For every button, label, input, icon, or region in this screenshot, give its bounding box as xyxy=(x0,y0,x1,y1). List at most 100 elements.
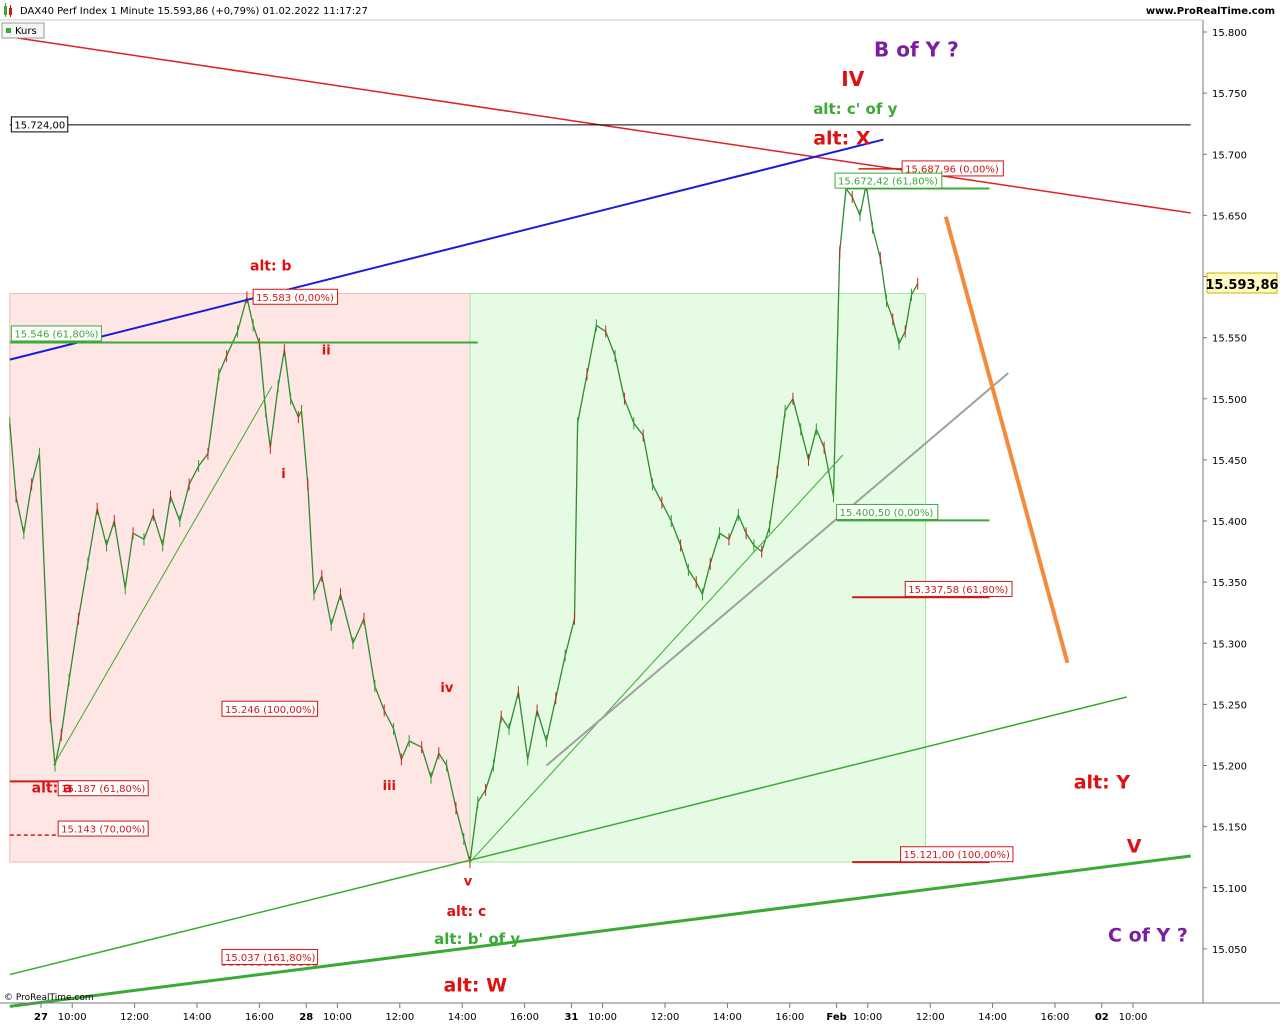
series-tag-label: Kurs xyxy=(15,26,37,37)
y-tick-label: 15.100 xyxy=(1212,884,1247,895)
label-alt-c-prime-of-y: alt: c' of y xyxy=(813,100,897,118)
green-trend-1 xyxy=(53,386,273,766)
label-b-of-y: B of Y ? xyxy=(874,37,959,61)
y-tick-label: 15.550 xyxy=(1212,334,1247,345)
green-zone xyxy=(469,293,927,863)
site-label: www.ProRealTime.com xyxy=(1146,6,1275,17)
x-tick-label: 12:00 xyxy=(916,1012,945,1023)
footer-credit: © ProRealTime.com xyxy=(4,993,94,1003)
x-tick-label: 16:00 xyxy=(245,1012,274,1023)
level-tags-layer: 15.724,00 15.583 (0,00%) 15.546 (61,80%) 15… xyxy=(10,116,1014,965)
label-iv-small: iv xyxy=(440,681,453,696)
x-tick-label: Feb xyxy=(826,1012,846,1023)
y-tick-label: 15.500 xyxy=(1212,395,1247,406)
y-tick-label: 15.650 xyxy=(1212,211,1247,222)
tag-15688: 15.687,96 (0,00%) xyxy=(901,160,1004,177)
series-tag[interactable]: Kurs xyxy=(1,22,45,39)
tag-15121-text: 15.121,00 (100,00%) xyxy=(904,850,1010,861)
tag-15143: 15.143 (70,00%) xyxy=(57,820,149,837)
label-v-big: V xyxy=(1127,835,1142,857)
label-c-of-y: C of Y ? xyxy=(1108,925,1188,947)
x-tick-label: 28 xyxy=(299,1012,313,1023)
price-layer xyxy=(9,178,919,869)
zones-layer xyxy=(9,293,927,863)
label-alt-c: alt: c xyxy=(447,904,487,920)
tag-15121: 15.121,00 (100,00%) xyxy=(900,846,1014,863)
tag-15546: 15.546 (61,80%) xyxy=(10,325,102,342)
tag-15724: 15.724,00 xyxy=(10,116,69,133)
tag-15546-text: 15.546 (61,80%) xyxy=(14,329,98,340)
tag-15337-text: 15.337,58 (61,80%) xyxy=(908,585,1008,596)
tag-15337: 15.337,58 (61,80%) xyxy=(904,580,1013,597)
x-tick-label: 10:00 xyxy=(588,1012,617,1023)
label-alt-b-prime-of-y: alt: b' of y xyxy=(434,930,520,948)
label-iii: iii xyxy=(383,779,396,794)
x-tick-label: 16:00 xyxy=(510,1012,539,1023)
y-tick-label: 15.400 xyxy=(1212,517,1247,528)
tag-15688-text: 15.687,96 (0,00%) xyxy=(905,164,999,175)
y-tick-label: 15.200 xyxy=(1212,762,1247,773)
candle-icon xyxy=(4,3,12,17)
orange-projection xyxy=(943,216,1070,664)
y-tick-label: 15.250 xyxy=(1212,700,1247,711)
tag-15672: 15.672,42 (61,80%) xyxy=(834,172,943,189)
tag-15724-text: 15.724,00 xyxy=(14,120,65,131)
series-swatch-icon xyxy=(6,28,11,33)
tag-15246-text: 15.246 (100,00%) xyxy=(225,705,316,716)
tag-15400-text: 15.400,50 (0,00%) xyxy=(840,508,934,519)
tag-15400: 15.400,50 (0,00%) xyxy=(836,503,939,520)
label-i: i xyxy=(281,467,285,482)
label-alt-a: alt: a xyxy=(32,780,73,796)
x-tick-label: 16:00 xyxy=(775,1012,804,1023)
price-series-segment-1 xyxy=(9,184,919,863)
tag-15583: 15.583 (0,00%) xyxy=(252,288,339,305)
x-tick-label: 14:00 xyxy=(183,1012,212,1023)
green-trend-2 xyxy=(469,454,844,863)
x-tick-label: 14:00 xyxy=(448,1012,477,1023)
last-value-box: 15.593,86 xyxy=(1205,272,1279,294)
y-tick-label: 15.300 xyxy=(1212,639,1247,650)
tag-15246: 15.246 (100,00%) xyxy=(221,700,319,717)
y-tick-label: 15.350 xyxy=(1212,578,1247,589)
x-tick-label: 10:00 xyxy=(853,1012,882,1023)
tag-15037-text: 15.037 (161,80%) xyxy=(225,953,316,964)
tag-15143-text: 15.143 (70,00%) xyxy=(61,825,145,836)
label-alt-w: alt: W xyxy=(443,975,507,997)
x-tick-label: 10:00 xyxy=(58,1012,87,1023)
x-tick-label: 10:00 xyxy=(1119,1012,1148,1023)
y-tick-label: 15.750 xyxy=(1212,89,1247,100)
chart-title: DAX40 Perf Index 1 Minute 15.593,86 (+0,… xyxy=(20,6,368,17)
tag-15187-text: 15.187 (61,80%) xyxy=(61,784,145,795)
x-tick-label: 14:00 xyxy=(713,1012,742,1023)
x-tick-label: 14:00 xyxy=(978,1012,1007,1023)
tag-15037: 15.037 (161,80%) xyxy=(221,948,319,965)
green-upper-support xyxy=(9,696,1127,976)
header-bar xyxy=(0,0,1280,20)
x-tick-label: 12:00 xyxy=(651,1012,680,1023)
x-tick-label: 31 xyxy=(564,1012,578,1023)
red-zone xyxy=(9,293,471,863)
label-v-small: v xyxy=(464,874,473,889)
x-tick-label: 12:00 xyxy=(120,1012,149,1023)
tag-15187: 15.187 (61,80%) xyxy=(57,780,149,797)
label-alt-y: alt: Y xyxy=(1074,772,1131,794)
x-tick-label: 16:00 xyxy=(1041,1012,1070,1023)
label-alt-x: alt: X xyxy=(813,127,871,149)
last-value-label: 15.593,86 xyxy=(1205,278,1278,293)
blue-trend-line xyxy=(9,138,884,361)
y-tick-label: 15.150 xyxy=(1212,823,1247,834)
tag-15672-text: 15.672,42 (61,80%) xyxy=(838,177,938,188)
x-tick-label: 12:00 xyxy=(385,1012,414,1023)
trend-lines-layer xyxy=(9,36,1191,1008)
y-tick-label: 15.450 xyxy=(1212,456,1247,467)
label-ii: ii xyxy=(322,344,331,359)
green-lower-support xyxy=(9,854,1191,1008)
x-axis-ticks: 27 10:00 12:00 14:00 16:00 28 10:00 12:00 14:00 1… xyxy=(34,1003,1147,1023)
grey-trend-line xyxy=(545,372,1009,767)
y-tick-label: 15.800 xyxy=(1212,28,1247,39)
label-alt-b: alt: b xyxy=(250,258,291,274)
x-tick-label: 10:00 xyxy=(323,1012,352,1023)
x-tick-label: 27 xyxy=(34,1012,48,1023)
